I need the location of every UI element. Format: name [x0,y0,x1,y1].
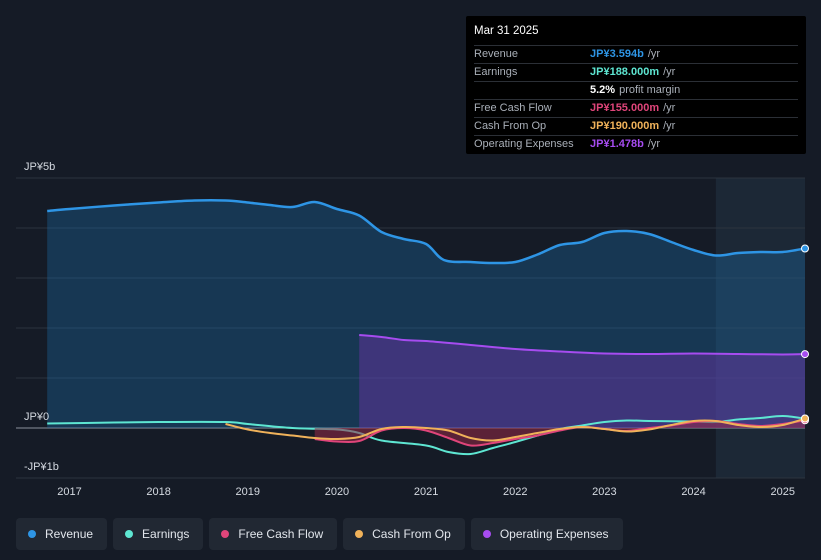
legend-label: Free Cash Flow [238,527,324,541]
tooltip-row-unit: /yr [647,48,661,60]
tooltip-row-label: Operating Expenses [474,138,574,150]
legend-label: Revenue [45,527,94,541]
tooltip-row-unit: /yr [663,66,676,78]
revenue-line [47,199,806,265]
tooltip-panel: Mar 31 2025 Revenue JP¥3.594b/yr Earnings J… [466,16,806,154]
tooltip-row: Free Cash Flow JP¥155.000m/yr [474,100,798,118]
x-tick-label: 2025 [770,486,794,498]
operating-expenses-line [359,334,806,356]
tooltip-row: Earnings JP¥188.000m/yr [474,64,798,82]
tooltip-row-label: Free Cash Flow [474,102,552,114]
legend-dot-icon [28,530,36,538]
cash-from-op-end-point [801,414,809,423]
legend-label: Cash From Op [372,527,451,541]
free-cash-flow-area [314,420,805,446]
y-tick-label: JP¥5b [24,161,55,173]
tooltip-row-unit: /yr [663,120,676,132]
revenue-area [47,200,805,428]
x-tick-label: 2023 [592,486,616,498]
legend-label: Earnings [142,527,190,541]
revenue-end-point [801,244,809,253]
tooltip-row-unit: profit margin [619,84,681,96]
legend-label: Operating Expenses [499,527,609,541]
tooltip-row-label: Cash From Op [474,120,547,132]
legend-item-free-cash-flow[interactable]: Free Cash Flow [209,518,338,550]
legend-dot-icon [482,530,491,538]
tooltip-row-label: Revenue [474,48,519,60]
x-tick-label: 2022 [503,486,527,498]
tooltip-row-value: 5.2% [590,84,616,96]
operating-expenses-end-point [801,350,809,359]
legend-item-cash-from-op[interactable]: Cash From Op [343,518,465,550]
cash-from-op-line [225,417,806,442]
x-tick-label: 2018 [146,486,170,498]
x-tick-label: 2020 [325,486,349,498]
tooltip-row-value: JP¥188.000m [590,66,660,78]
legend-item-operating-expenses[interactable]: Operating Expenses [470,518,623,550]
legend: Revenue Earnings Free Cash Flow Cash From O… [16,518,623,550]
legend-dot-icon [355,530,364,538]
legend-dot-icon [125,530,134,538]
legend-item-earnings[interactable]: Earnings [113,518,204,550]
tooltip-row: Revenue JP¥3.594b/yr [474,46,798,64]
tooltip-row-value: JP¥190.000m [590,120,660,132]
x-tick-label: 2024 [681,486,705,498]
tooltip-row-label [474,82,590,99]
tooltip-date: Mar 31 2025 [474,24,798,46]
x-tick-label: 2021 [414,486,438,498]
tooltip-row-value: JP¥1.478b [590,138,644,150]
y-tick-label: JP¥0 [24,411,49,423]
tooltip-row-unit: /yr [647,138,661,150]
x-tick-label: 2019 [236,486,260,498]
tooltip-row: Cash From Op JP¥190.000m/yr [474,118,798,136]
tooltip-row: Operating Expenses JP¥1.478b/yr [474,136,798,153]
legend-item-revenue[interactable]: Revenue [16,518,108,550]
x-tick-label: 2017 [57,486,81,498]
tooltip-row: 5.2% profit margin [474,82,798,100]
legend-dot-icon [221,530,230,538]
operating-expenses-area [359,335,805,428]
y-tick-label: -JP¥1b [24,461,59,473]
tooltip-row-unit: /yr [663,102,676,114]
tooltip-row-value: JP¥155.000m [590,102,660,114]
tooltip-row-value: JP¥3.594b [590,48,644,60]
tooltip-row-label: Earnings [474,66,518,78]
